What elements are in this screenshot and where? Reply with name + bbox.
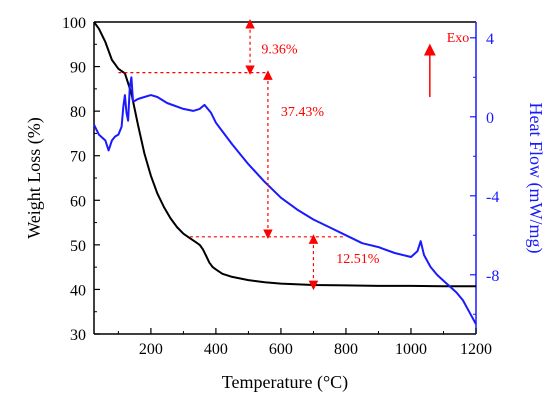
y-right-tick-label: -8 [486, 268, 499, 285]
x-tick-label: 400 [204, 341, 228, 358]
y-right-tick-label: -4 [486, 189, 499, 206]
y-left-tick-label: 100 [62, 15, 86, 32]
x-tick-label: 200 [139, 341, 163, 358]
x-axis-ticks: 200 400 600 800 1000 1200 [117, 328, 492, 358]
x-tick-label: 600 [269, 341, 293, 358]
x-tick-label: 800 [334, 341, 358, 358]
y-left-tick-label: 50 [70, 238, 86, 255]
y-left-tick-label: 80 [70, 104, 86, 121]
y-right-axis-ticks: 4 0 -4 -8 [470, 31, 499, 315]
y-right-tick-label: 0 [486, 110, 494, 127]
x-tick-label: 1000 [395, 341, 427, 358]
x-tick-label: 1200 [460, 341, 492, 358]
y-right-axis-title: Heat Flow (mW/mg) [525, 103, 546, 254]
y-left-tick-label: 30 [70, 327, 86, 344]
annotation-label: Exo [447, 31, 470, 46]
y-left-tick-label: 70 [70, 149, 86, 166]
annotation-label: 9.36% [261, 43, 298, 58]
annotation-label: 37.43% [281, 105, 325, 120]
annotation-label: 12.51% [336, 252, 380, 267]
annotation-layer: 9.36% 37.43% 12.51% Exo [118, 18, 470, 291]
series-layer [93, 21, 477, 325]
y-left-axis-ticks: 30 40 50 60 70 80 90 100 [62, 15, 100, 344]
y-left-tick-label: 60 [70, 193, 86, 210]
weight-loss-line [93, 21, 476, 288]
x-axis-title: Temperature (°C) [222, 372, 348, 393]
y-right-tick-label: 4 [486, 31, 494, 48]
y-left-axis-title: Weight Loss (%) [24, 117, 45, 239]
y-left-tick-label: 40 [70, 282, 86, 299]
y-left-tick-label: 90 [70, 60, 86, 77]
heat-flow-line [93, 76, 477, 325]
